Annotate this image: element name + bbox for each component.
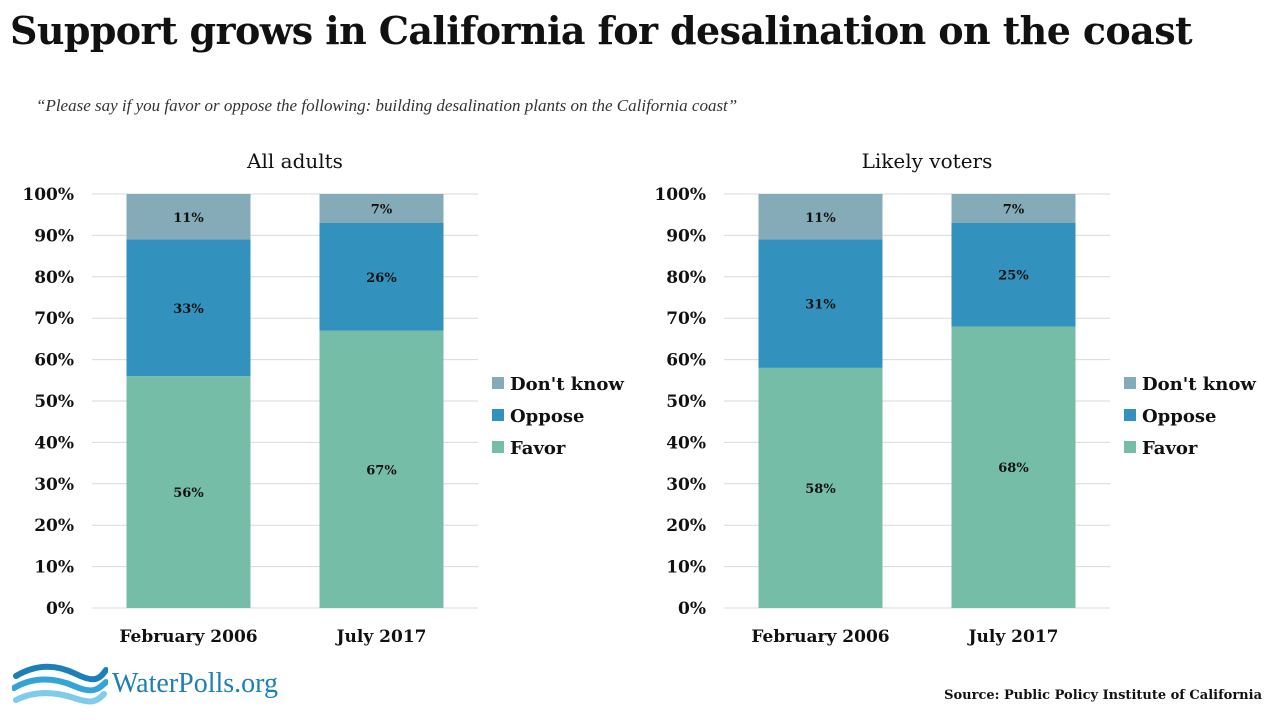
chart-all-adults: All adults 0% 10% 20% 30% 40% 50% 60% 70% 80% 90% 1… [0, 140, 648, 660]
y-tick-label: 30% [666, 475, 706, 495]
y-tick-label: 50% [34, 392, 74, 412]
y-tick-label: 10% [34, 558, 74, 578]
x-tick-label: February 2006 [119, 627, 257, 647]
y-tick-label: 80% [666, 268, 706, 288]
y-tick-label: 60% [666, 351, 706, 371]
bar-segment-oppose [951, 222, 1076, 327]
bar-segment-don-t-know [126, 194, 251, 240]
y-tick-label: 70% [34, 309, 74, 329]
y-tick-label: 100% [22, 185, 74, 205]
data-label: 58% [805, 482, 836, 497]
bar-segment-favor [951, 326, 1076, 608]
y-tick-label: 20% [34, 516, 74, 536]
data-label: 7% [371, 202, 393, 217]
bar-segment-don-t-know [951, 194, 1076, 223]
y-tick-label: 0% [46, 599, 74, 619]
legend-swatch-favor [492, 441, 504, 453]
legend-label: Favor [1142, 438, 1198, 459]
y-tick-label: 30% [34, 475, 74, 495]
legend-swatch-oppose [1124, 409, 1136, 421]
logo-text: WaterPolls.org [112, 668, 278, 699]
legend-label: Oppose [510, 406, 584, 427]
chart-svg: All adults 0% 10% 20% 30% 40% 50% 60% 70% 80% 90% 1… [22, 149, 624, 647]
bar-segment-oppose [758, 239, 883, 368]
bar-segment-favor [758, 367, 883, 608]
legend-label: Favor [510, 438, 566, 459]
bar-segment-favor [319, 330, 444, 608]
legend: Don't know Oppose Favor [492, 374, 624, 459]
legend-swatch-oppose [492, 409, 504, 421]
y-tick-label: 90% [34, 226, 74, 246]
chart-title: All adults [246, 149, 343, 173]
bar-segment-don-t-know [758, 194, 883, 240]
bar-segment-don-t-know [319, 194, 444, 223]
waterpolls-logo: WaterPolls.org [11, 658, 302, 714]
y-tick-label: 40% [34, 433, 74, 453]
bar-segment-favor [126, 376, 251, 608]
y-tick-label: 20% [666, 516, 706, 536]
bar-segment-oppose [319, 222, 444, 331]
y-tick-label: 90% [666, 226, 706, 246]
data-label: 26% [366, 271, 397, 286]
legend: Don't know Oppose Favor [1124, 374, 1256, 459]
y-tick-label: 80% [34, 268, 74, 288]
y-tick-label: 40% [666, 433, 706, 453]
data-label: 11% [173, 211, 204, 226]
x-tick-label: July 2017 [967, 627, 1059, 647]
data-label: 68% [998, 461, 1029, 476]
y-tick-label: 70% [666, 309, 706, 329]
page-title: Support grows in California for desalina… [10, 8, 1193, 53]
source-note: Source: Public Policy Institute of Calif… [944, 688, 1262, 703]
bar-segment-oppose [126, 239, 251, 377]
y-tick-label: 50% [666, 392, 706, 412]
survey-question: “Please say if you favor or oppose the f… [36, 96, 738, 115]
data-label: 7% [1003, 202, 1025, 217]
legend-swatch-favor [1124, 441, 1136, 453]
chart-svg: Likely voters 0% 10% 20% 30% 40% 50% 60% 70% 80% 9… [654, 149, 1256, 647]
legend-swatch-don-t-know [1124, 377, 1136, 389]
legend-label: Don't know [510, 374, 624, 395]
data-label: 11% [805, 211, 836, 226]
data-label: 56% [173, 486, 204, 501]
legend-label: Oppose [1142, 406, 1216, 427]
data-label: 67% [366, 463, 397, 478]
data-label: 33% [173, 302, 204, 317]
x-tick-label: February 2006 [751, 627, 889, 647]
y-tick-label: 60% [34, 351, 74, 371]
data-label: 25% [998, 269, 1029, 284]
y-tick-label: 0% [678, 599, 706, 619]
wave-icon [11, 663, 109, 705]
legend-label: Don't know [1142, 374, 1256, 395]
y-tick-label: 100% [654, 185, 706, 205]
y-tick-label: 10% [666, 558, 706, 578]
legend-swatch-don-t-know [492, 377, 504, 389]
chart-likely-voters: Likely voters 0% 10% 20% 30% 40% 50% 60% 70% 80% 9… [632, 140, 1280, 660]
chart-title: Likely voters [862, 149, 993, 173]
data-label: 31% [805, 298, 836, 313]
x-tick-label: July 2017 [335, 627, 427, 647]
